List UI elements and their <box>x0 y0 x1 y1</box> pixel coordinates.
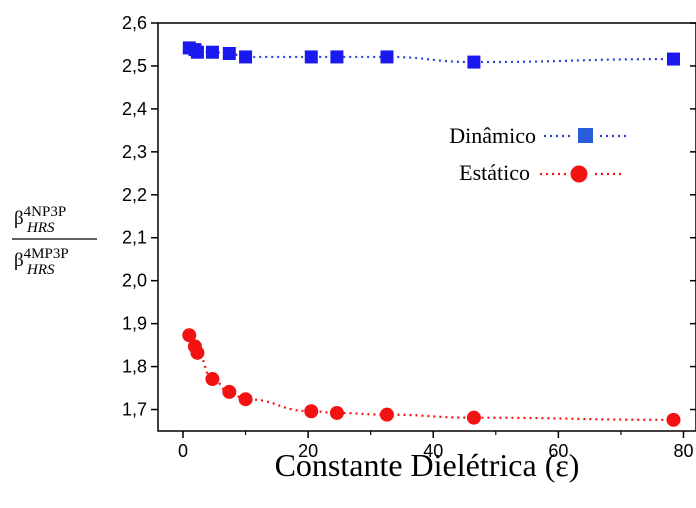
data-point-dinamico <box>205 45 219 59</box>
y-label-den-sup: 4MP3P <box>24 246 69 262</box>
y-tick-label: 2,5 <box>122 56 147 76</box>
x-tick-label: 40 <box>423 441 443 461</box>
data-point-estatico <box>205 372 220 387</box>
legend-marker-estatico <box>570 165 588 183</box>
y-tick-label: 1,8 <box>122 357 147 377</box>
y-tick-label: 1,7 <box>122 400 147 420</box>
data-point-estatico <box>304 404 319 419</box>
y-tick-label: 2,1 <box>122 228 147 248</box>
data-point-dinamico <box>190 45 204 59</box>
data-point-dinamico <box>380 50 394 64</box>
y-label-den-base: β <box>14 250 24 271</box>
data-point-estatico <box>329 405 344 420</box>
legend-label-estatico: Estático <box>459 160 530 185</box>
legend-label-dinamico: Dinâmico <box>449 123 536 148</box>
data-point-estatico <box>182 328 197 343</box>
series-markers <box>182 41 681 427</box>
y-tick-label: 2,0 <box>122 271 147 291</box>
data-point-dinamico <box>222 46 236 60</box>
x-tick-label: 60 <box>548 441 568 461</box>
data-point-dinamico <box>467 55 481 69</box>
data-point-estatico <box>190 345 205 360</box>
axis-ticks: 0 20 40 60 80 1,7 1,8 1,9 2,0 2,1 2,2 2,3 2,4 2,5 2,6 <box>122 13 696 461</box>
y-tick-label: 2,3 <box>122 142 147 162</box>
y-tick-label: 2,4 <box>122 99 147 119</box>
data-point-dinamico <box>239 50 253 64</box>
y-tick-label: 1,9 <box>122 314 147 334</box>
y-label-den-sub: HRS <box>26 262 55 278</box>
data-point-estatico <box>379 407 394 422</box>
plot-frame <box>157 22 696 432</box>
x-tick-label: 20 <box>298 441 318 461</box>
data-point-estatico <box>466 410 481 425</box>
data-point-estatico <box>666 412 681 427</box>
y-axis-label: β4NP3P HRS β4MP3P HRS <box>12 204 97 278</box>
x-tick-label: 80 <box>673 441 693 461</box>
y-label-numerator: β4NP3P <box>14 204 66 229</box>
data-point-estatico <box>222 384 237 399</box>
series-line-estatico <box>188 334 674 421</box>
y-label-num-sub: HRS <box>26 220 55 236</box>
x-axis-label: Constante Dielétrica (ε) <box>275 447 580 483</box>
y-tick-label: 2,2 <box>122 185 147 205</box>
y-label-denominator: β4MP3P <box>14 246 69 271</box>
y-label-num-base: β <box>14 208 24 229</box>
y-label-num-sup: 4NP3P <box>24 204 67 220</box>
data-point-dinamico <box>330 50 344 64</box>
x-tick-label: 0 <box>178 441 188 461</box>
legend: Dinâmico Estático <box>449 123 628 185</box>
legend-marker-dinamico <box>578 128 593 143</box>
data-point-estatico <box>238 392 253 407</box>
series-lines <box>188 46 674 421</box>
y-tick-label: 2,6 <box>122 13 147 33</box>
series-line-dinamico <box>189 46 674 64</box>
data-point-dinamico <box>666 52 680 66</box>
data-point-dinamico <box>304 50 318 64</box>
